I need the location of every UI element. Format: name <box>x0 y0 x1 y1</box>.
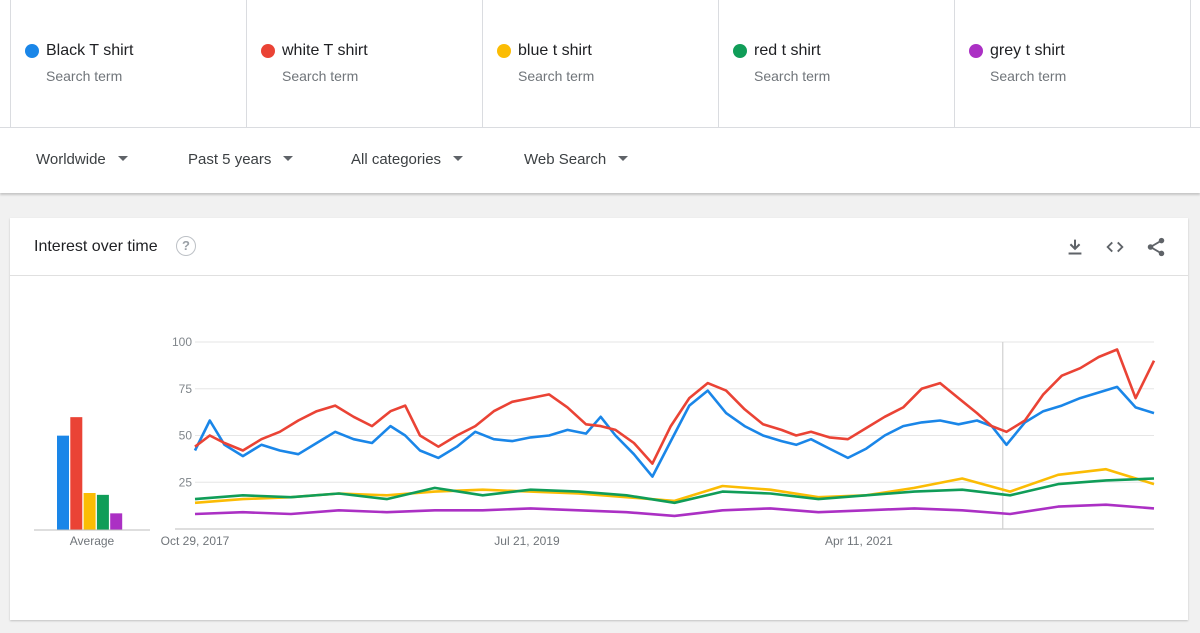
term-chip-2[interactable]: white T shirt Search term <box>247 0 483 127</box>
series-color-dot <box>261 44 275 58</box>
x-tick-label: Jul 21, 2019 <box>494 534 560 548</box>
average-bar <box>57 435 69 530</box>
region-label: Worldwide <box>36 151 106 168</box>
y-tick-label: 25 <box>179 475 193 489</box>
search-terms-bar: Black T shirt Search term white T shirt … <box>0 0 1200 128</box>
y-tick-label: 50 <box>179 429 193 443</box>
time-range-label: Past 5 years <box>188 151 272 168</box>
term-type: Search term <box>518 68 595 84</box>
caret-down-icon <box>453 155 464 161</box>
y-tick-label: 100 <box>172 335 192 349</box>
term-type: Search term <box>282 68 359 84</box>
download-icon[interactable] <box>1064 236 1086 258</box>
series-color-dot <box>25 44 39 58</box>
filter-bar: Worldwide Past 5 years All categories We… <box>0 128 1200 193</box>
search-type-label: Web Search <box>524 151 607 168</box>
series-color-dot <box>733 44 747 58</box>
term-chip-5[interactable]: grey t shirt Search term <box>955 0 1191 127</box>
term-chip-4[interactable]: red t shirt Search term <box>719 0 955 127</box>
caret-down-icon <box>117 155 128 161</box>
term-type: Search term <box>46 68 123 84</box>
time-range-dropdown[interactable]: Past 5 years <box>188 151 294 168</box>
term-name[interactable]: Black T shirt <box>46 42 134 59</box>
chart-series <box>193 348 1156 518</box>
help-icon[interactable]: ? <box>176 236 196 256</box>
category-label: All categories <box>351 151 442 168</box>
x-tick-label: Apr 11, 2021 <box>825 534 893 548</box>
category-dropdown[interactable]: All categories <box>351 151 464 168</box>
series-line <box>193 385 1155 478</box>
interest-chart: Average 25 50 75 100 Oct 29, 2017 Jul 21, 20… <box>34 335 1156 548</box>
region-dropdown[interactable]: Worldwide <box>36 151 128 168</box>
term-name[interactable]: blue t shirt <box>518 42 592 59</box>
series-line <box>194 467 1155 505</box>
series-line <box>194 477 1155 505</box>
series-line <box>194 503 1155 518</box>
x-axis-labels: Oct 29, 2017 Jul 21, 2019 Apr 11, 2021 <box>161 534 894 548</box>
term-name[interactable]: red t shirt <box>754 42 821 59</box>
average-bar <box>110 513 123 530</box>
series-color-dot <box>969 44 983 58</box>
card-header: Interest over time ? <box>10 218 1188 276</box>
share-icon[interactable] <box>1145 236 1167 258</box>
card-title: Interest over time <box>34 238 158 255</box>
term-chip-1[interactable]: Black T shirt Search term <box>10 0 247 127</box>
embed-code-icon[interactable] <box>1104 236 1126 258</box>
average-bar <box>96 494 109 530</box>
term-name[interactable]: white T shirt <box>282 42 368 59</box>
interest-over-time-card: Interest over time ? Average 25 50 75 100 O… <box>10 218 1188 620</box>
term-chip-3[interactable]: blue t shirt Search term <box>483 0 719 127</box>
search-type-dropdown[interactable]: Web Search <box>524 151 629 168</box>
series-line <box>194 348 1156 465</box>
chart-gridlines: 25 50 75 100 <box>172 335 1154 530</box>
series-color-dot <box>497 44 511 58</box>
y-tick-label: 75 <box>179 382 193 396</box>
term-name[interactable]: grey t shirt <box>990 42 1065 59</box>
caret-down-icon <box>283 155 294 161</box>
term-type: Search term <box>754 68 831 84</box>
average-label: Average <box>70 534 115 548</box>
average-bars: Average <box>34 417 150 548</box>
caret-down-icon <box>618 155 629 161</box>
x-tick-label: Oct 29, 2017 <box>161 534 230 548</box>
average-bar <box>83 493 96 530</box>
average-bar <box>70 417 83 530</box>
term-type: Search term <box>990 68 1067 84</box>
